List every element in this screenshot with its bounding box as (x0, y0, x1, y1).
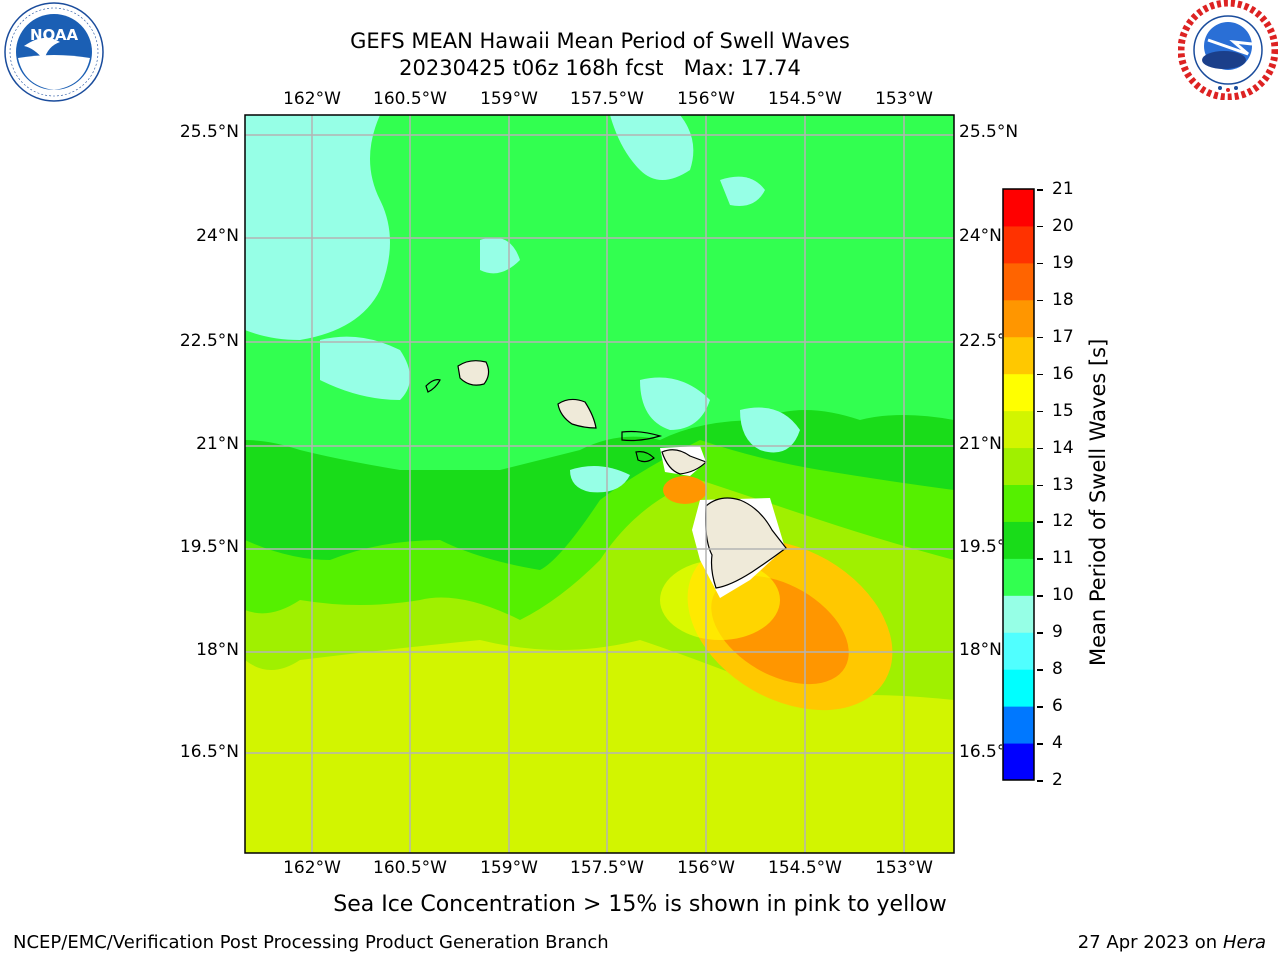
lat-tick-right-4: 19.5°N (959, 537, 1002, 557)
colorbar-segment (1003, 484, 1034, 522)
lon-tick-top-2: 159°W (480, 89, 538, 109)
colorbar-tick-mark (1037, 447, 1043, 450)
noaa-logo-graphic: NOAA (4, 2, 104, 102)
footer-date-text: 27 Apr 2023 on (1077, 932, 1223, 953)
colorbar-segment (1003, 595, 1034, 633)
lat-tick-left-4: 19.5°N (179, 537, 239, 557)
map-gridlines (245, 115, 954, 853)
lat-tick-right-2: 22.5°N (959, 331, 1002, 351)
colorbar-segment (1003, 632, 1034, 670)
colorbar-segment (1003, 225, 1034, 264)
colorbar-tick-label: 15 (1052, 400, 1074, 421)
colorbar-segment (1003, 447, 1034, 485)
colorbar-tick-label: 2 (1052, 770, 1063, 790)
lat-tick-right-clip: 24°N 22.5°N 21°N 19.5°N 18°N 16.5°N (959, 220, 1002, 780)
colorbar-tick-label: 20 (1052, 215, 1074, 236)
lat-tick-left-1: 24°N (196, 226, 239, 246)
footer-branch: NCEP/EMC/Verification Post Processing Pr… (13, 932, 609, 953)
colorbar-tick-label: 8 (1052, 659, 1063, 680)
lon-tick-bottom-3: 157.5°W (570, 858, 644, 878)
sea-ice-caption: Sea Ice Concentration > 15% is shown in … (333, 892, 947, 917)
map-frame (244, 114, 955, 854)
lon-tick-top-6: 153°W (875, 89, 933, 109)
lon-tick-bottom-6: 153°W (875, 858, 933, 878)
colorbar-tick-mark (1037, 299, 1043, 302)
colorbar-segment (1003, 299, 1034, 338)
colorbar-tick-mark (1037, 262, 1043, 265)
colorbar (1002, 188, 1035, 781)
lon-tick-bottom-1: 160.5°W (373, 858, 447, 878)
map-subtitle: 20230425 t06z 168h fcst Max: 17.74 (399, 56, 801, 80)
nws-logo-graphic (1177, 0, 1279, 101)
lon-tick-top-3: 157.5°W (570, 89, 644, 109)
colorbar-tick-label: 16 (1052, 363, 1074, 384)
colorbar-tick-mark (1037, 558, 1043, 560)
colorbar-segment (1003, 336, 1034, 375)
colorbar-tick-label: 14 (1052, 437, 1074, 458)
lon-tick-bottom-4: 156°W (677, 858, 735, 878)
colorbar-tick-mark (1037, 410, 1043, 413)
footer-date: 27 Apr 2023 on Hera (1078, 932, 1266, 954)
colorbar-tick-mark (1037, 484, 1043, 486)
colorbar-tick-label: 17 (1052, 326, 1074, 347)
map-title: GEFS MEAN Hawaii Mean Period of Swell Wa… (350, 29, 850, 53)
lat-tick-left-2: 22.5°N (179, 331, 239, 351)
colorbar-tick-label: 6 (1052, 696, 1063, 717)
colorbar-segment (1003, 669, 1034, 707)
colorbar-tick-mark (1037, 743, 1043, 745)
colorbar-tick-mark (1037, 669, 1043, 671)
colorbar-segment (1003, 410, 1034, 449)
colorbar-tick-mark (1037, 336, 1043, 339)
noaa-logo-text: NOAA (30, 26, 79, 44)
lat-tick-left-6: 16.5°N (179, 742, 239, 762)
lat-tick-left-0: 25.5°N (179, 122, 239, 142)
colorbar-title: Mean Period of Swell Waves [s] (1086, 338, 1110, 666)
colorbar-tick-label: 18 (1052, 289, 1074, 310)
lon-tick-bottom-5: 154.5°W (768, 858, 842, 878)
lat-tick-right-1: 24°N (959, 226, 1002, 246)
lon-tick-top-5: 154.5°W (768, 89, 842, 109)
lon-tick-top-0: 162°W (283, 89, 341, 109)
colorbar-tick-label: 13 (1052, 474, 1074, 495)
colorbar-tick-mark (1037, 521, 1043, 523)
colorbar-tick-label: 10 (1052, 585, 1074, 606)
swell-period-contours (245, 115, 954, 853)
lat-tick-left-5: 18°N (196, 640, 239, 660)
colorbar-tick-mark (1037, 780, 1043, 782)
colorbar-tick-mark (1037, 189, 1043, 191)
nws-logo (1177, 0, 1279, 101)
colorbar-tick-label: 4 (1052, 733, 1063, 754)
colorbar-tick-label: 12 (1052, 511, 1074, 532)
colorbar-segment (1003, 521, 1034, 559)
colorbar-segment (1003, 189, 1034, 227)
colorbar-tick-mark (1037, 632, 1043, 634)
lat-tick-right-0: 25.5°N (959, 122, 1019, 142)
colorbar-tick-label: 9 (1052, 622, 1063, 643)
lat-tick-right-3: 21°N (959, 434, 1002, 454)
lon-tick-bottom-2: 159°W (480, 858, 538, 878)
footer-host: Hera (1222, 932, 1266, 953)
lat-tick-right-6: 16.5°N (959, 742, 1002, 762)
lon-tick-top-4: 156°W (677, 89, 735, 109)
colorbar-segment (1003, 558, 1034, 596)
noaa-logo: NOAA (4, 2, 104, 102)
lat-tick-right-5: 18°N (959, 640, 1002, 660)
colorbar-tick-mark (1037, 225, 1043, 228)
colorbar-segment (1003, 743, 1034, 781)
colorbar-tick-mark (1037, 706, 1043, 708)
colorbar-tick-label: 11 (1052, 548, 1074, 569)
lon-tick-bottom-0: 162°W (283, 858, 341, 878)
colorbar-tick-mark (1037, 373, 1043, 376)
colorbar-segment (1003, 262, 1034, 301)
colorbar-segment (1003, 373, 1034, 412)
lat-tick-left-3: 21°N (196, 434, 239, 454)
colorbar-tick-mark (1037, 595, 1043, 597)
lon-tick-top-1: 160.5°W (373, 89, 447, 109)
colorbar-segment (1003, 706, 1034, 744)
colorbar-tick-label: 21 (1052, 179, 1074, 199)
colorbar-tick-label: 19 (1052, 252, 1074, 273)
